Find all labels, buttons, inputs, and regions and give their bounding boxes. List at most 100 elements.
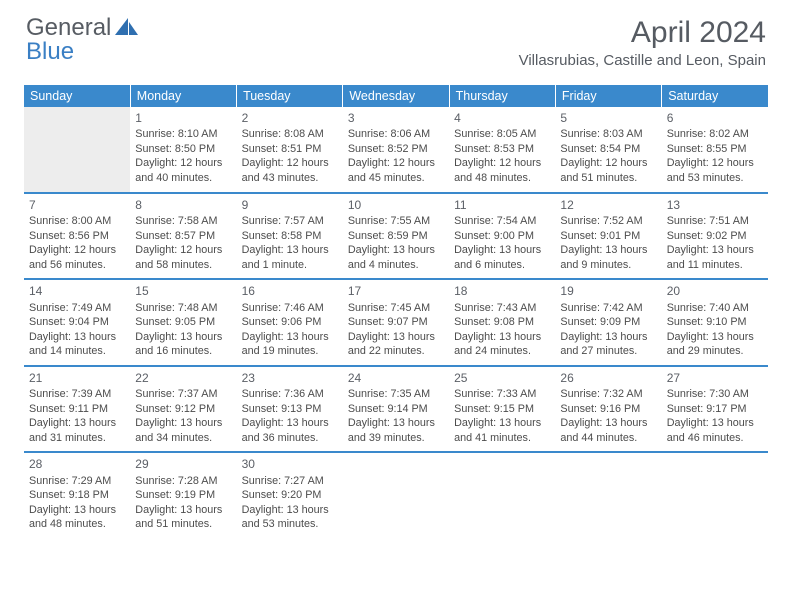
sunrise-line: Sunrise: 7:46 AM bbox=[242, 301, 338, 316]
daylight-line: Daylight: 13 hours and 41 minutes. bbox=[454, 416, 550, 445]
calendar-cell: 1Sunrise: 8:10 AMSunset: 8:50 PMDaylight… bbox=[130, 107, 236, 193]
calendar-cell bbox=[555, 452, 661, 538]
sunrise-line: Sunrise: 8:08 AM bbox=[242, 127, 338, 142]
day-number: 13 bbox=[667, 197, 763, 213]
sunrise-line: Sunrise: 7:48 AM bbox=[135, 301, 231, 316]
daylight-line: Daylight: 13 hours and 48 minutes. bbox=[29, 503, 125, 532]
sunrise-line: Sunrise: 8:03 AM bbox=[560, 127, 656, 142]
day-number: 22 bbox=[135, 370, 231, 386]
weekday-header: Sunday bbox=[24, 85, 130, 107]
sunset-line: Sunset: 9:13 PM bbox=[242, 402, 338, 417]
sunset-line: Sunset: 9:07 PM bbox=[348, 315, 444, 330]
day-number: 9 bbox=[242, 197, 338, 213]
sunset-line: Sunset: 8:53 PM bbox=[454, 142, 550, 157]
calendar-cell: 6Sunrise: 8:02 AMSunset: 8:55 PMDaylight… bbox=[662, 107, 768, 193]
sunrise-line: Sunrise: 8:05 AM bbox=[454, 127, 550, 142]
sunrise-line: Sunrise: 7:39 AM bbox=[29, 387, 125, 402]
calendar-cell: 24Sunrise: 7:35 AMSunset: 9:14 PMDayligh… bbox=[343, 366, 449, 452]
day-number: 19 bbox=[560, 283, 656, 299]
sunset-line: Sunset: 8:50 PM bbox=[135, 142, 231, 157]
day-number: 26 bbox=[560, 370, 656, 386]
day-number: 23 bbox=[242, 370, 338, 386]
sunrise-line: Sunrise: 7:40 AM bbox=[667, 301, 763, 316]
sunset-line: Sunset: 9:10 PM bbox=[667, 315, 763, 330]
sunrise-line: Sunrise: 7:54 AM bbox=[454, 214, 550, 229]
sunset-line: Sunset: 9:11 PM bbox=[29, 402, 125, 417]
calendar-row: 1Sunrise: 8:10 AMSunset: 8:50 PMDaylight… bbox=[24, 107, 768, 193]
day-number: 16 bbox=[242, 283, 338, 299]
sunrise-line: Sunrise: 7:29 AM bbox=[29, 474, 125, 489]
calendar-cell: 13Sunrise: 7:51 AMSunset: 9:02 PMDayligh… bbox=[662, 193, 768, 279]
calendar-cell: 11Sunrise: 7:54 AMSunset: 9:00 PMDayligh… bbox=[449, 193, 555, 279]
sunset-line: Sunset: 9:05 PM bbox=[135, 315, 231, 330]
daylight-line: Daylight: 13 hours and 44 minutes. bbox=[560, 416, 656, 445]
calendar-row: 21Sunrise: 7:39 AMSunset: 9:11 PMDayligh… bbox=[24, 366, 768, 452]
sunrise-line: Sunrise: 8:02 AM bbox=[667, 127, 763, 142]
sunrise-line: Sunrise: 7:45 AM bbox=[348, 301, 444, 316]
weekday-header: Thursday bbox=[449, 85, 555, 107]
calendar-body: 1Sunrise: 8:10 AMSunset: 8:50 PMDaylight… bbox=[24, 107, 768, 538]
calendar-cell: 22Sunrise: 7:37 AMSunset: 9:12 PMDayligh… bbox=[130, 366, 236, 452]
calendar-cell: 9Sunrise: 7:57 AMSunset: 8:58 PMDaylight… bbox=[237, 193, 343, 279]
day-number: 1 bbox=[135, 110, 231, 126]
sunrise-line: Sunrise: 7:55 AM bbox=[348, 214, 444, 229]
day-number: 8 bbox=[135, 197, 231, 213]
sunset-line: Sunset: 9:08 PM bbox=[454, 315, 550, 330]
sunset-line: Sunset: 9:02 PM bbox=[667, 229, 763, 244]
day-number: 27 bbox=[667, 370, 763, 386]
sunset-line: Sunset: 8:51 PM bbox=[242, 142, 338, 157]
sunset-line: Sunset: 8:58 PM bbox=[242, 229, 338, 244]
calendar-cell: 7Sunrise: 8:00 AMSunset: 8:56 PMDaylight… bbox=[24, 193, 130, 279]
sunset-line: Sunset: 9:09 PM bbox=[560, 315, 656, 330]
day-number: 11 bbox=[454, 197, 550, 213]
daylight-line: Daylight: 13 hours and 14 minutes. bbox=[29, 330, 125, 359]
calendar-table: SundayMondayTuesdayWednesdayThursdayFrid… bbox=[24, 85, 768, 538]
day-number: 20 bbox=[667, 283, 763, 299]
sunset-line: Sunset: 8:54 PM bbox=[560, 142, 656, 157]
sunset-line: Sunset: 9:18 PM bbox=[29, 488, 125, 503]
calendar-cell: 28Sunrise: 7:29 AMSunset: 9:18 PMDayligh… bbox=[24, 452, 130, 538]
daylight-line: Daylight: 13 hours and 11 minutes. bbox=[667, 243, 763, 272]
calendar-cell: 19Sunrise: 7:42 AMSunset: 9:09 PMDayligh… bbox=[555, 279, 661, 365]
weekday-header: Wednesday bbox=[343, 85, 449, 107]
sunset-line: Sunset: 8:57 PM bbox=[135, 229, 231, 244]
sunset-line: Sunset: 9:04 PM bbox=[29, 315, 125, 330]
page-header: General Blue April 2024 Villasrubias, Ca… bbox=[0, 0, 792, 75]
day-number: 30 bbox=[242, 456, 338, 472]
calendar-cell: 26Sunrise: 7:32 AMSunset: 9:16 PMDayligh… bbox=[555, 366, 661, 452]
calendar-cell: 12Sunrise: 7:52 AMSunset: 9:01 PMDayligh… bbox=[555, 193, 661, 279]
daylight-line: Daylight: 12 hours and 48 minutes. bbox=[454, 156, 550, 185]
sunset-line: Sunset: 9:01 PM bbox=[560, 229, 656, 244]
day-number: 10 bbox=[348, 197, 444, 213]
sunrise-line: Sunrise: 7:27 AM bbox=[242, 474, 338, 489]
daylight-line: Daylight: 13 hours and 22 minutes. bbox=[348, 330, 444, 359]
calendar-cell: 29Sunrise: 7:28 AMSunset: 9:19 PMDayligh… bbox=[130, 452, 236, 538]
sunset-line: Sunset: 9:14 PM bbox=[348, 402, 444, 417]
calendar-cell: 18Sunrise: 7:43 AMSunset: 9:08 PMDayligh… bbox=[449, 279, 555, 365]
sunset-line: Sunset: 8:52 PM bbox=[348, 142, 444, 157]
day-number: 25 bbox=[454, 370, 550, 386]
day-number: 7 bbox=[29, 197, 125, 213]
day-number: 3 bbox=[348, 110, 444, 126]
calendar-cell: 20Sunrise: 7:40 AMSunset: 9:10 PMDayligh… bbox=[662, 279, 768, 365]
day-number: 17 bbox=[348, 283, 444, 299]
sunset-line: Sunset: 9:17 PM bbox=[667, 402, 763, 417]
day-number: 5 bbox=[560, 110, 656, 126]
calendar-cell: 8Sunrise: 7:58 AMSunset: 8:57 PMDaylight… bbox=[130, 193, 236, 279]
sunrise-line: Sunrise: 7:52 AM bbox=[560, 214, 656, 229]
daylight-line: Daylight: 12 hours and 40 minutes. bbox=[135, 156, 231, 185]
daylight-line: Daylight: 13 hours and 36 minutes. bbox=[242, 416, 338, 445]
sunset-line: Sunset: 9:19 PM bbox=[135, 488, 231, 503]
daylight-line: Daylight: 13 hours and 4 minutes. bbox=[348, 243, 444, 272]
calendar-cell: 10Sunrise: 7:55 AMSunset: 8:59 PMDayligh… bbox=[343, 193, 449, 279]
logo: General Blue bbox=[26, 16, 139, 64]
sunset-line: Sunset: 9:00 PM bbox=[454, 229, 550, 244]
sunrise-line: Sunrise: 7:49 AM bbox=[29, 301, 125, 316]
day-number: 4 bbox=[454, 110, 550, 126]
weekday-header: Monday bbox=[130, 85, 236, 107]
sunrise-line: Sunrise: 7:37 AM bbox=[135, 387, 231, 402]
daylight-line: Daylight: 13 hours and 1 minute. bbox=[242, 243, 338, 272]
daylight-line: Daylight: 13 hours and 34 minutes. bbox=[135, 416, 231, 445]
day-number: 2 bbox=[242, 110, 338, 126]
daylight-line: Daylight: 13 hours and 46 minutes. bbox=[667, 416, 763, 445]
